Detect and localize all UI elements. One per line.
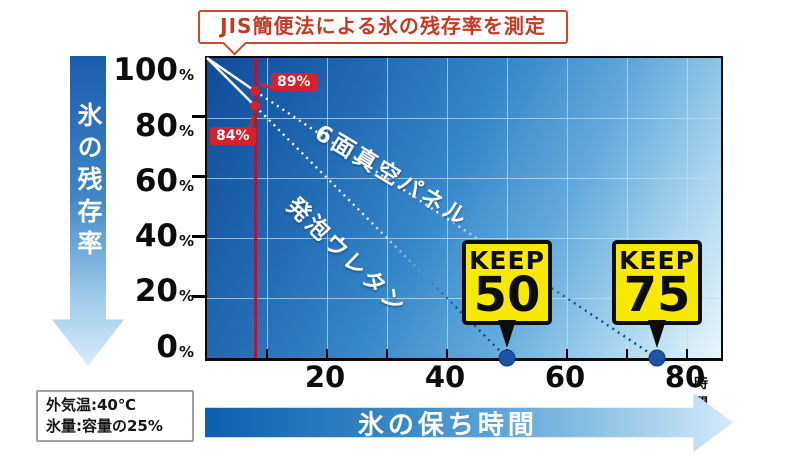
grid-line-vertical [507,58,508,358]
endpoint-dot-vacuum-panel [648,349,666,367]
keep-75-pointer [648,320,666,348]
grid-line-horizontal [207,238,721,239]
y-axis-tick-label: 0% [156,329,194,365]
title-callout: JIS簡便法による氷の残存率を測定 [198,10,568,56]
grid-line-vertical [567,58,568,358]
series-line-start-vacuum-panel [206,57,256,92]
endpoint-dot-urethane-foam [498,349,516,367]
condition-ambient-temp: 外気温:40℃ [46,396,137,414]
time-axis-arrow-label: 氷の保ち時間 [357,410,538,440]
x-axis-tick-label: 40 [424,360,466,394]
x-axis-tick [446,349,448,358]
keep-50-value: 50 [473,266,541,323]
y-axis-tick-label: 80% [134,108,194,144]
y-axis-arrow-label: 氷の残存率 [74,102,103,262]
keep-75-badge: KEEP 75 [612,240,702,348]
annotation-84-percent: 84% [210,114,256,145]
x-axis-tick [686,349,688,358]
grid-line-vertical [327,58,328,358]
y-axis-tick [192,235,205,238]
series-layer [206,57,666,367]
keep-50-word: KEEP [469,245,545,275]
x-axis-tick [326,349,328,358]
grid-line-vertical [687,58,688,358]
grid-line-horizontal [207,178,721,179]
conditions-box: 外気温:40℃ 氷量:容量の25% [36,390,194,442]
keep-75-value: 75 [623,266,691,323]
condition-ice-amount: 氷量:容量の25% [46,417,163,435]
title-callout-text: JIS簡便法による氷の残存率を測定 [220,14,546,38]
y-axis-tick-label: 100% [113,52,194,88]
grid-line-vertical [387,58,388,358]
x-axis-tick-label: 20 [304,360,346,394]
x-axis-tick [386,349,388,358]
time-axis-arrow: 氷の保ち時間 [205,393,733,452]
plot-area: 6面真空パネル 発泡ウレタン 89% 84% KEEP 50 KEEP 75 [205,56,723,367]
annotation-89-percent: 89% [259,73,317,91]
y-axis-tick [192,295,205,298]
x-axis-tick [566,349,568,358]
grid-line-vertical [267,58,268,358]
measure-dot-urethane-foam [250,101,260,111]
grid-line-vertical [447,58,448,358]
y-axis-tick-label: 60% [134,163,194,199]
y-axis-tick [192,175,205,178]
x-axis-tick-label: 60 [544,360,586,394]
y-axis-labels: 100% 80% 60% 40% 20% 0% [113,52,198,365]
y-axis-tick [192,115,205,118]
series-line-start-urethane-foam [206,57,256,107]
measurement-line [253,58,257,358]
x-axis-tick-label: 80 [664,360,706,394]
keep-75-word: KEEP [619,245,695,275]
x-axis-tick [266,349,268,358]
y-axis-arrow: 氷の残存率 [52,56,124,366]
series-line-vacuum-panel [254,90,658,359]
grid-layer [207,58,721,358]
grid-line-vertical [627,58,628,358]
measure-dot-vacuum-panel [250,86,260,96]
keep-50-pointer [498,320,516,348]
x-axis-tick [626,349,628,358]
y-axis-tick-label: 40% [134,218,194,254]
keep-50-badge: KEEP 50 [462,240,552,348]
y-axis-tick-label: 20% [134,273,194,309]
grid-line-horizontal [207,118,721,119]
